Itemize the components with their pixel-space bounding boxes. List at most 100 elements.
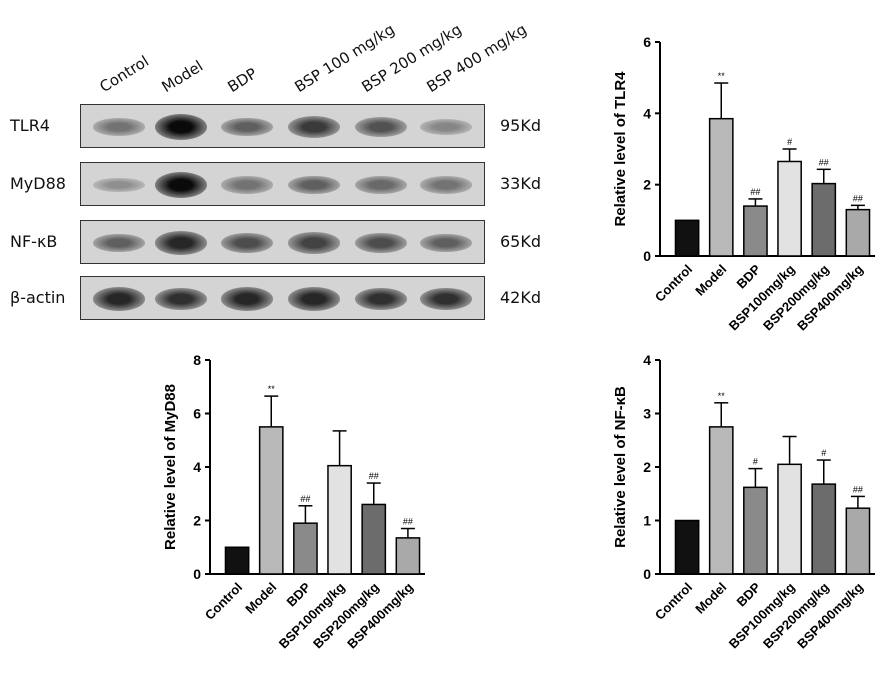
y-axis-title: Relative level of TLR4 bbox=[612, 71, 629, 227]
y-tick-label: 8 bbox=[193, 352, 201, 368]
blot-band bbox=[420, 233, 472, 253]
bar bbox=[674, 519, 700, 575]
bar bbox=[258, 426, 284, 575]
blot-band bbox=[288, 175, 340, 195]
blot-band bbox=[221, 287, 273, 311]
y-tick-label: 1 bbox=[643, 513, 651, 529]
y-tick-label: 3 bbox=[643, 406, 651, 422]
blot-kd-label: 33Kd bbox=[500, 174, 542, 193]
blot-strip bbox=[80, 162, 485, 206]
x-category-label: BDP bbox=[284, 579, 314, 609]
blot-band bbox=[221, 232, 273, 254]
x-category-label: BDP bbox=[734, 261, 764, 291]
blot-band bbox=[93, 287, 145, 311]
significance-label: ## bbox=[853, 484, 863, 494]
y-tick-label: 4 bbox=[193, 459, 201, 475]
blot-band bbox=[420, 119, 472, 135]
significance-label: # bbox=[753, 457, 758, 467]
significance-label: ## bbox=[819, 157, 829, 167]
blot-band bbox=[93, 233, 145, 253]
significance-label: ** bbox=[718, 391, 726, 401]
blot-kd-label: 65Kd bbox=[500, 232, 542, 251]
blot-protein-label: NF-κB bbox=[10, 232, 58, 251]
blot-band bbox=[355, 232, 407, 254]
x-category-label: Model bbox=[692, 262, 729, 299]
bar bbox=[777, 160, 802, 257]
significance-label: ## bbox=[300, 494, 310, 504]
blot-band bbox=[288, 287, 340, 311]
y-tick-label: 2 bbox=[643, 459, 651, 475]
blot-band bbox=[420, 287, 472, 311]
significance-label: ## bbox=[403, 517, 413, 527]
blot-band bbox=[355, 287, 407, 311]
x-category-label: BDP bbox=[734, 579, 764, 609]
bar bbox=[777, 463, 802, 575]
blot-band bbox=[355, 176, 407, 194]
blot-lane-label: Control bbox=[96, 51, 152, 96]
significance-label: # bbox=[821, 448, 826, 458]
blot-band bbox=[93, 118, 145, 136]
y-tick-label: 0 bbox=[643, 566, 651, 582]
y-tick-label: 0 bbox=[643, 248, 651, 264]
blot-band bbox=[155, 172, 207, 198]
blot-protein-label: TLR4 bbox=[10, 116, 50, 135]
blot-band bbox=[420, 176, 472, 194]
blot-protein-label: β-actin bbox=[10, 288, 66, 307]
y-tick-label: 6 bbox=[643, 34, 651, 50]
bar bbox=[361, 503, 387, 575]
x-category-label: Control bbox=[202, 580, 245, 623]
significance-label: ## bbox=[750, 187, 760, 197]
blot-band bbox=[155, 231, 207, 255]
significance-label: ## bbox=[853, 193, 863, 203]
blot-band bbox=[155, 114, 207, 140]
blot-band bbox=[288, 232, 340, 254]
blot-lane-label: Model bbox=[158, 56, 207, 96]
blot-band bbox=[355, 117, 407, 137]
x-category-label: Model bbox=[692, 580, 729, 617]
significance-label: ** bbox=[718, 71, 726, 81]
myd88-bar-chart: 0 2 4 6 8 Relative level of MyD88 Control ** Mod… bbox=[162, 352, 425, 651]
blot-band bbox=[288, 116, 340, 138]
bar bbox=[708, 426, 734, 575]
x-category-label: Control bbox=[652, 262, 695, 305]
x-category-label: Model bbox=[242, 580, 279, 617]
significance-label: ** bbox=[268, 384, 276, 394]
blot-strip bbox=[80, 104, 485, 148]
blot-protein-label: MyD88 bbox=[10, 174, 66, 193]
blot-strip bbox=[80, 276, 485, 320]
bar bbox=[674, 219, 700, 257]
blot-band bbox=[93, 177, 145, 193]
blot-band bbox=[221, 117, 273, 137]
bar bbox=[811, 483, 837, 575]
x-category-label: Control bbox=[652, 580, 695, 623]
bar bbox=[743, 205, 768, 257]
bar bbox=[395, 537, 421, 575]
y-tick-label: 6 bbox=[193, 406, 201, 422]
nfkb-bar-chart: 0 1 2 3 4 Relative level of NF-κB Control ** Mod… bbox=[612, 352, 875, 651]
y-axis-title: Relative level of NF-κB bbox=[612, 386, 629, 548]
y-tick-label: 0 bbox=[193, 566, 201, 582]
bar bbox=[743, 486, 768, 575]
y-tick-label: 4 bbox=[643, 352, 651, 368]
bar bbox=[845, 507, 871, 575]
blot-band bbox=[155, 287, 207, 311]
blot-kd-label: 42Kd bbox=[500, 288, 542, 307]
bar bbox=[224, 546, 250, 575]
bar bbox=[811, 182, 837, 257]
blot-lane-label: BDP bbox=[224, 64, 261, 96]
y-axis-title: Relative level of MyD88 bbox=[162, 384, 179, 550]
bar bbox=[845, 208, 871, 257]
blot-band bbox=[221, 176, 273, 194]
bar bbox=[327, 464, 352, 575]
y-tick-label: 4 bbox=[643, 105, 651, 121]
y-tick-label: 2 bbox=[193, 513, 201, 529]
tlr4-bar-chart: 0 2 4 6 Relative level of TLR4 Control ** Model… bbox=[612, 34, 875, 333]
significance-label: ## bbox=[369, 471, 379, 481]
western-blot-panel: Control Model BDP BSP 100 mg/kg BSP 200 mg/k… bbox=[0, 0, 560, 330]
significance-label: # bbox=[787, 137, 792, 147]
y-tick-label: 2 bbox=[643, 177, 651, 193]
bar bbox=[708, 117, 734, 257]
bar bbox=[293, 522, 318, 575]
blot-strip bbox=[80, 220, 485, 264]
blot-kd-label: 95Kd bbox=[500, 116, 542, 135]
